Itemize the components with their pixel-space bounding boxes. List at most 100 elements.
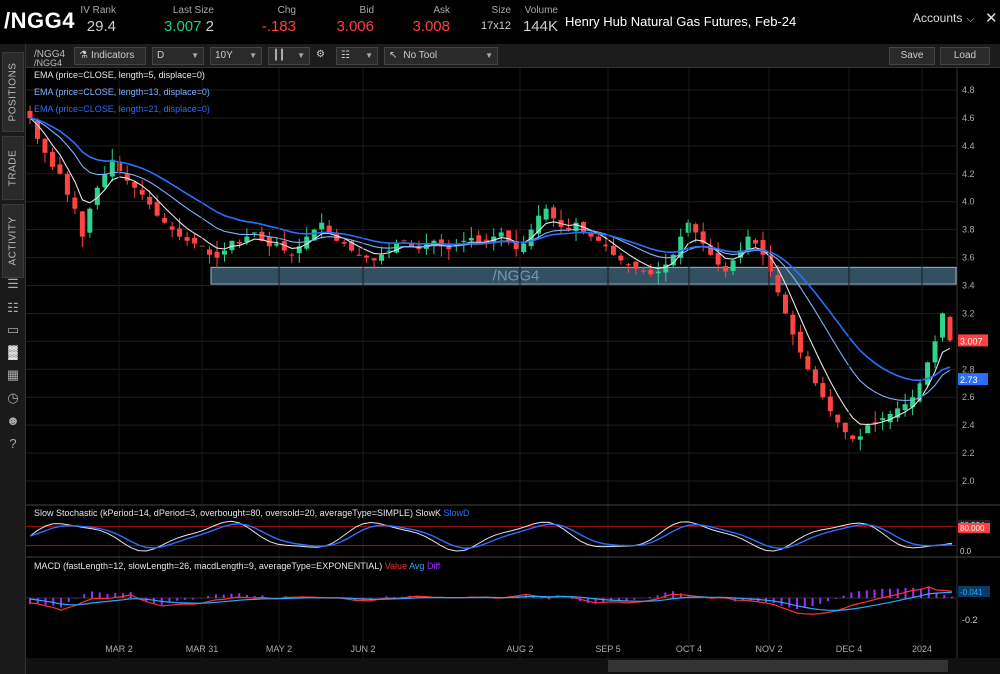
document-icon[interactable]: ☰ [7, 276, 19, 291]
candle-body [109, 159, 115, 177]
candle-body [678, 236, 684, 258]
tab-positions[interactable]: POSITIONS [2, 52, 24, 132]
candle-body [27, 110, 33, 118]
contract-description: Henry Hub Natural Gas Futures, Feb-24 [565, 14, 797, 29]
aggregation-dropdown[interactable]: D ▼ [152, 47, 204, 65]
candle-body [281, 241, 287, 251]
indicators-icon: ⚗ [79, 50, 88, 61]
bid-value[interactable]: 3.006 [336, 18, 374, 35]
size-label: Size [491, 5, 511, 16]
tab-trade[interactable]: TRADE [2, 136, 24, 200]
candle-body [162, 217, 168, 223]
people-icon[interactable]: ☻ [6, 413, 20, 428]
candle-body [805, 356, 811, 370]
candle-body [640, 270, 646, 272]
candle-body [521, 243, 527, 253]
chevron-down-icon: ▼ [485, 51, 493, 60]
slowk-label: SlowK [415, 508, 442, 518]
candle-body [595, 236, 601, 241]
candle-body [767, 255, 773, 272]
y-tick-label: 3.8 [962, 225, 975, 235]
ask-field: Ask 3.008 [406, 5, 450, 35]
candle-body [685, 222, 691, 233]
candles-icon: ┃┃ [273, 50, 286, 61]
size-value: 17x12 [481, 20, 511, 32]
iv-rank-field: IV Rank 29.4 [80, 5, 116, 35]
clipboard-icon[interactable]: ☷ [7, 300, 19, 315]
accounts-menu[interactable]: Accounts ⌵ [913, 11, 975, 26]
x-tick-label: MAR 2 [105, 644, 133, 654]
chart-area[interactable]: /NGG4 4.84.64.44.24.03.83.63.43.23.02.82… [26, 58, 1000, 674]
macd-legend[interactable]: MACD (fastLength=12, slowLength=26, macd… [34, 561, 440, 571]
symbol-title[interactable]: /NGG4 [4, 8, 75, 33]
load-button[interactable]: Load [940, 47, 990, 65]
chevron-down-icon: ▼ [297, 51, 305, 60]
y-tick-label: 2.8 [962, 364, 975, 374]
chevron-down-icon: ▼ [365, 51, 373, 60]
y-tick-label: 4.2 [962, 169, 975, 179]
chevron-down-icon: ⌵ [966, 13, 975, 25]
candle-body [543, 208, 549, 220]
history-icon[interactable]: ◷ [7, 390, 19, 405]
toolbar-spacer [703, 47, 883, 65]
candle-body [207, 249, 213, 255]
tool-dropdown[interactable]: ↖ No Tool ▼ [384, 47, 498, 65]
candle-body [34, 121, 40, 139]
macd-value-label: Value [384, 561, 408, 571]
last-size-field: Last Size 3.007 2 [158, 5, 214, 35]
candle-body [693, 224, 699, 233]
candle-body [857, 436, 863, 440]
tool-value: No Tool [403, 50, 438, 61]
candle-body [289, 254, 295, 256]
candle-body [745, 236, 751, 251]
stochastic-legend[interactable]: Slow Stochastic (kPeriod=14, dPeriod=3, … [34, 508, 470, 518]
close-icon[interactable]: ✕ [985, 10, 998, 27]
drawings-dropdown[interactable]: ☷ ▼ [336, 47, 378, 65]
candle-body [296, 246, 302, 254]
candle-body [625, 264, 631, 266]
y-tick-label: 2.0 [962, 476, 975, 486]
candle-body [221, 250, 227, 255]
last-price-value: 3.007 [163, 18, 202, 35]
candle-body [850, 435, 856, 440]
tab-activity[interactable]: ACTIVITY [2, 204, 24, 278]
ema-line [29, 117, 951, 426]
candle-body [670, 254, 676, 266]
candle-body [349, 241, 355, 251]
legend-ema21[interactable]: EMA (price=CLOSE, length=21, displace=0) [34, 104, 210, 114]
scrollbar-thumb[interactable] [608, 660, 948, 672]
x-tick-label: SEP 5 [595, 644, 620, 654]
legend-ema13[interactable]: EMA (price=CLOSE, length=13, displace=0) [34, 87, 210, 97]
y-tick-label: 3.4 [962, 281, 975, 291]
candle-body [551, 207, 557, 219]
chart-symbol-input[interactable]: /NGG4 [34, 49, 66, 60]
chart-canvas[interactable]: /NGG4 4.84.64.44.24.03.83.63.43.23.02.82… [26, 68, 1000, 674]
help-icon[interactable]: ? [9, 436, 17, 451]
candle-body [259, 231, 265, 241]
candle-body [438, 239, 444, 247]
tv-icon[interactable]: ▭ [6, 322, 20, 337]
timeframe-dropdown[interactable]: 10Y ▼ [210, 47, 262, 65]
tab-positions-label: POSITIONS [7, 62, 19, 122]
candle-body [775, 275, 781, 293]
indicators-button[interactable]: ⚗ Indicators [74, 47, 146, 65]
stochastic-panel [26, 506, 1000, 558]
candle-body [169, 226, 175, 230]
y-tick-label: 2.6 [962, 392, 975, 402]
chart-icon[interactable]: ▓ [8, 344, 18, 359]
macd-title: MACD (fastLength=12, slowLength=26, macd… [34, 561, 383, 571]
candle-body [192, 237, 198, 244]
last-price-tag [958, 334, 988, 347]
legend-ema5[interactable]: EMA (price=CLOSE, length=5, displace=0) [34, 70, 205, 80]
macd-avg-label: Avg [409, 561, 425, 571]
ask-value[interactable]: 3.008 [412, 18, 450, 35]
x-tick-label: MAY 2 [266, 644, 292, 654]
grid-icon[interactable]: ▦ [6, 367, 20, 382]
chart-style-dropdown[interactable]: ┃┃ ▼ [268, 47, 310, 65]
candle-body [663, 264, 669, 273]
save-button[interactable]: Save [889, 47, 935, 65]
gear-icon[interactable]: ⚙ [316, 49, 325, 60]
price-panel [26, 68, 1000, 506]
x-tick-label: OCT 4 [676, 644, 702, 654]
candle-body [326, 225, 332, 233]
